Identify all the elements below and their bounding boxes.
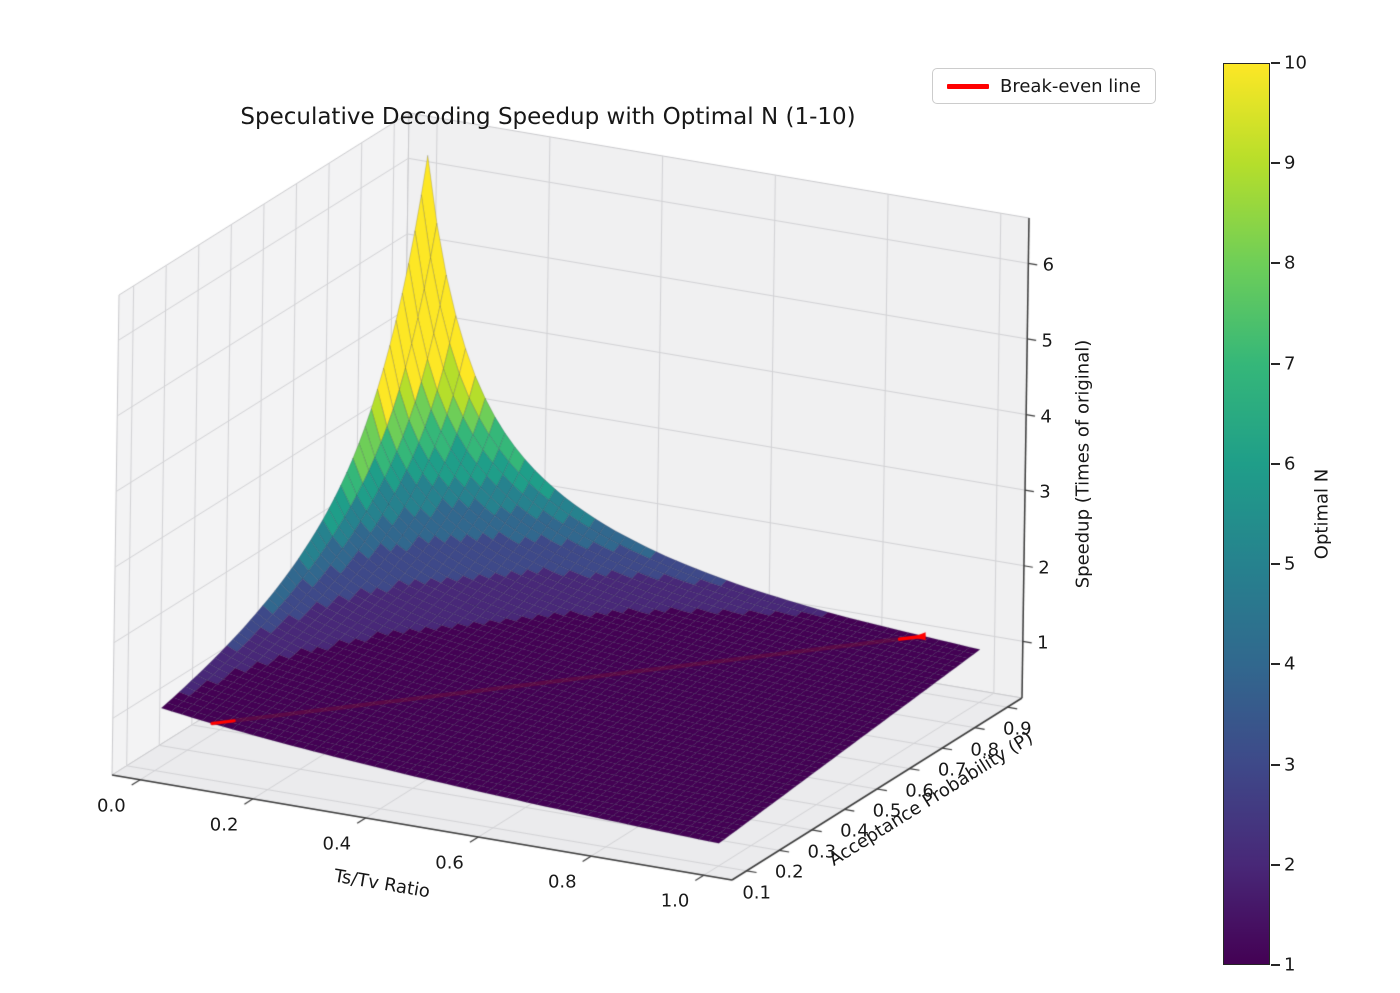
colorbar-tick-label: 6 — [1284, 453, 1296, 475]
colorbar-tick-label: 5 — [1284, 553, 1296, 575]
x-tick-label: 0.2 — [209, 814, 239, 836]
y-tick-label: 0.6 — [905, 780, 934, 802]
z-tick-label: 6 — [1042, 254, 1055, 276]
colorbar-tick-label: 8 — [1284, 252, 1296, 274]
colorbar-tick-label: 9 — [1284, 152, 1296, 174]
colorbar-tick-mark — [1271, 863, 1280, 866]
z-tick-label: 5 — [1041, 330, 1053, 352]
z-tick-label: 1 — [1037, 632, 1049, 654]
colorbar-tick-mark — [1271, 763, 1280, 766]
colorbar-tick-label: 4 — [1284, 653, 1296, 675]
colorbar-tick-label: 3 — [1284, 754, 1296, 776]
colorbar-tick-label: 10 — [1284, 52, 1307, 74]
colorbar-tick-mark — [1271, 362, 1280, 365]
y-tick-label: 0.9 — [1003, 718, 1032, 740]
y-tick-label: 0.4 — [840, 820, 869, 842]
x-tick-label: 0.4 — [322, 833, 352, 855]
colorbar-tick-mark — [1271, 162, 1280, 165]
y-tick-label: 0.2 — [774, 861, 804, 883]
chart-title: Speculative Decoding Speedup with Optima… — [240, 104, 856, 130]
colorbar-tick-mark — [1271, 462, 1280, 465]
colorbar-tick-mark — [1271, 563, 1280, 566]
y-tick-label: 0.1 — [742, 882, 771, 904]
z-tick-label: 4 — [1040, 406, 1052, 428]
break-even-line-swatch — [947, 83, 989, 89]
z-axis-label: Speedup (Times of original) — [1072, 339, 1094, 589]
y-tick-label: 0.3 — [807, 841, 837, 863]
legend-label: Break-even line — [1000, 75, 1141, 97]
colorbar-tick-mark — [1271, 62, 1280, 64]
colorbar-gradient — [1223, 63, 1270, 965]
colorbar-tick-label: 1 — [1284, 954, 1296, 976]
colorbar-tick-label: 2 — [1284, 854, 1296, 876]
colorbar-tick-mark — [1271, 262, 1280, 265]
y-tick-label: 0.7 — [937, 759, 967, 781]
x-tick-label: 0.6 — [435, 852, 464, 874]
z-tick-label: 3 — [1039, 481, 1051, 503]
colorbar-label: Optimal N — [1311, 468, 1333, 560]
y-tick-label: 0.8 — [970, 739, 1000, 761]
colorbar-tick-mark — [1271, 964, 1280, 966]
y-tick-label: 0.5 — [872, 800, 902, 822]
x-tick-label: 1.0 — [660, 890, 690, 912]
z-tick-label: 2 — [1038, 557, 1050, 579]
legend: Break-even line — [932, 68, 1156, 104]
colorbar-tick-label: 7 — [1284, 353, 1296, 375]
x-tick-label: 0.8 — [547, 871, 577, 893]
colorbar-tick-mark — [1271, 663, 1280, 666]
x-tick-label: 0.0 — [97, 795, 126, 817]
